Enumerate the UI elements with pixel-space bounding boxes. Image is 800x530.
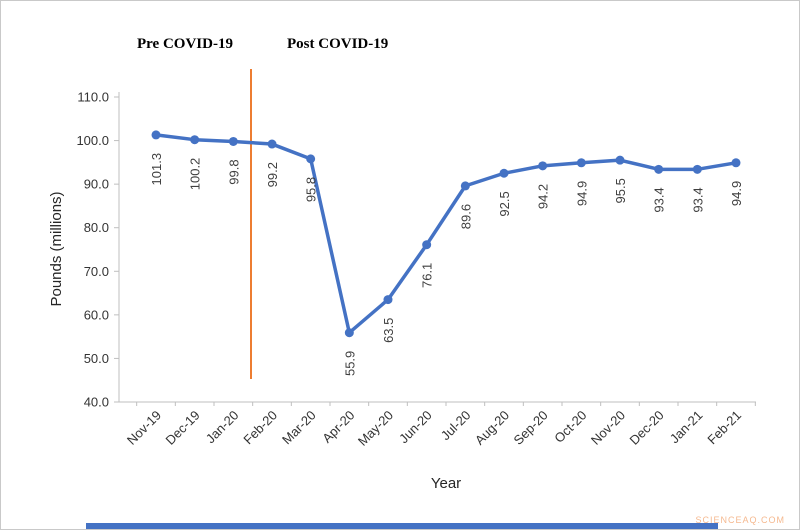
x-tick-label: Dec-20	[627, 408, 667, 448]
x-tick-label: Jul-20	[438, 408, 474, 444]
y-tick-label: 50.0	[84, 351, 109, 366]
data-label: 100.2	[188, 158, 203, 191]
y-tick-label: 80.0	[84, 220, 109, 235]
data-point	[731, 158, 741, 168]
y-tick-label: 90.0	[84, 177, 109, 192]
x-tick-label: Nov-20	[588, 408, 628, 448]
data-label: 93.4	[652, 187, 667, 212]
x-tick-label: Aug-20	[472, 408, 512, 448]
data-label: 93.4	[690, 187, 705, 212]
data-label: 95.5	[613, 178, 628, 203]
x-axis-title: Year	[431, 475, 461, 492]
data-label: 94.9	[729, 181, 744, 206]
data-label: 63.5	[381, 318, 396, 343]
chart-generated-layer: 40.0 50.0 60.0 70.0 80.0 90.0 100.0 110.0 Nov-19…	[76, 69, 756, 449]
y-tick-label: 40.0	[84, 395, 109, 410]
y-tick-label: 100.0	[76, 133, 109, 148]
data-line	[154, 133, 738, 335]
x-tick-label: Mar-20	[279, 408, 319, 448]
footer-bar	[86, 523, 718, 529]
data-label: 95.8	[304, 177, 319, 202]
y-axis-title: Pounds (millions)	[48, 191, 65, 306]
data-label: 94.2	[536, 184, 551, 209]
x-tick-label: Feb-20	[240, 408, 280, 448]
x-tick-label: Jan-21	[667, 408, 706, 447]
data-label: 92.5	[497, 191, 512, 216]
data-label: 99.2	[265, 162, 280, 187]
data-point	[460, 181, 470, 191]
data-label: 89.6	[458, 204, 473, 229]
pre-covid-label: Pre COVID-19	[137, 36, 233, 52]
x-tick-label: Jun-20	[396, 408, 435, 447]
data-point	[344, 328, 354, 338]
x-tick-label: Dec-19	[163, 408, 203, 448]
data-label: 101.3	[149, 153, 164, 186]
data-label: 99.8	[226, 159, 241, 184]
x-tick-label: Nov-19	[124, 408, 164, 448]
data-point	[654, 164, 664, 174]
x-tick-label: Jan-20	[203, 408, 242, 447]
data-point	[267, 139, 277, 149]
x-tick-label: Apr-20	[319, 408, 357, 446]
data-point	[151, 130, 161, 140]
data-label: 55.9	[342, 351, 357, 376]
data-point	[306, 154, 316, 164]
data-point	[422, 240, 432, 250]
data-point	[499, 168, 509, 178]
data-point	[190, 135, 200, 145]
y-tick-label: 60.0	[84, 307, 109, 322]
x-tick-label: Sep-20	[511, 408, 551, 448]
data-point	[228, 136, 238, 146]
x-tick-label: May-20	[355, 408, 396, 449]
post-covid-label: Post COVID-19	[287, 36, 388, 52]
data-label: 76.1	[420, 263, 435, 288]
x-tick-label: Oct-20	[551, 408, 589, 446]
data-point	[615, 155, 625, 165]
data-point	[538, 161, 548, 171]
y-tick-label: 110.0	[77, 90, 109, 105]
y-tick-label: 70.0	[84, 264, 109, 279]
data-point	[383, 295, 393, 305]
data-point	[576, 158, 586, 168]
x-tick-label: Feb-21	[704, 408, 744, 448]
data-label: 94.9	[574, 181, 589, 206]
watermark-text: SCIENCEAQ.COM	[695, 515, 785, 525]
data-point	[692, 164, 702, 174]
